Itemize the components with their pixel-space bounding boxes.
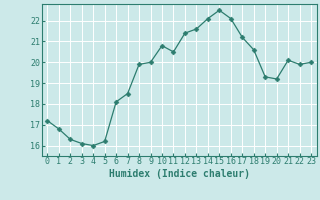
X-axis label: Humidex (Indice chaleur): Humidex (Indice chaleur) bbox=[109, 169, 250, 179]
